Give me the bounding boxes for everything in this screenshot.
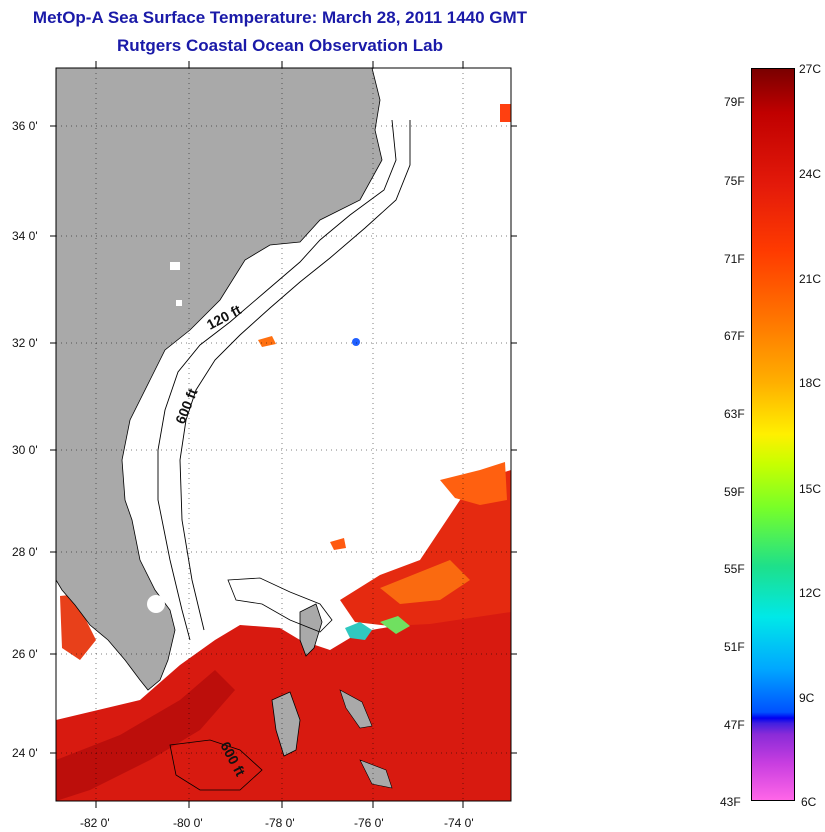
colorbar-c-label: 12C (799, 586, 822, 600)
lat-label: 34 0' (12, 229, 38, 243)
sst-small-patch (258, 336, 276, 347)
map-ticks (50, 61, 517, 808)
land-andros (271, 691, 301, 757)
lon-label: -76 0' (354, 816, 384, 830)
sst-ne-patch (500, 104, 511, 122)
land-bahamas (299, 603, 323, 657)
colorbar-c-label: 24C (799, 167, 822, 181)
colorbar-f-label: 63F (724, 407, 745, 421)
colorbar-f-label: 47F (724, 718, 745, 732)
land-island-2 (359, 759, 393, 789)
sst-orange-patch-2 (440, 462, 507, 505)
colorbar-f-label: 55F (724, 562, 745, 576)
contour-600ft (179, 120, 411, 631)
graticule (56, 68, 511, 801)
sst-cool-patch (345, 622, 372, 640)
lon-label: -74 0' (444, 816, 474, 830)
lon-label: -82 0' (80, 816, 110, 830)
map-subtitle: Rutgers Coastal Ocean Observation Lab (117, 36, 443, 55)
lat-label: 30 0' (12, 443, 38, 457)
colorbar-f-label: 75F (724, 174, 745, 188)
sst-blue-patch (352, 338, 360, 346)
map-frame (55, 67, 512, 802)
colorbar-f-label: 79F (724, 95, 745, 109)
lat-label: 28 0' (12, 545, 38, 559)
sst-orange-patch (380, 560, 470, 604)
lat-label: 24 0' (12, 746, 38, 760)
land-white-patch-2 (176, 300, 182, 306)
sst-small-patch-2 (330, 538, 346, 550)
sst-hot-water-gulfstream (56, 670, 235, 801)
land-southeast-us (56, 68, 383, 691)
colorbar-f-label: 67F (724, 329, 745, 343)
colorbar-c-label: 18C (799, 376, 822, 390)
contour-120ft (157, 119, 397, 641)
sst-gulf-patch (60, 594, 96, 660)
lat-label: 26 0' (12, 647, 38, 661)
colorbar-c-label: 6C (801, 795, 817, 809)
lon-label: -80 0' (173, 816, 203, 830)
colorbar-c-label: 21C (799, 272, 822, 286)
lat-label: 36 0' (12, 119, 38, 133)
land-white-patch (170, 262, 180, 270)
colorbar-f-label: 43F (720, 795, 741, 809)
colorbar-c-label: 9C (799, 691, 815, 705)
lake-okeechobee (147, 595, 165, 613)
colorbar-f-label: 71F (724, 252, 745, 266)
lon-label: -78 0' (265, 816, 295, 830)
colorbar-c-label: 27C (799, 62, 822, 76)
colorbar-f-label: 59F (724, 485, 745, 499)
map-title: MetOp-A Sea Surface Temperature: March 2… (32, 8, 528, 27)
lat-label: 32 0' (12, 336, 38, 350)
sst-cool-patch-2 (380, 616, 410, 634)
colorbar-c-label: 15C (799, 482, 822, 496)
colorbar-f-label: 51F (724, 640, 745, 654)
contour-cay-sal (169, 739, 263, 791)
temperature-colorbar (751, 68, 795, 801)
contour-bahama-bank (227, 577, 333, 633)
land-island (339, 689, 373, 729)
